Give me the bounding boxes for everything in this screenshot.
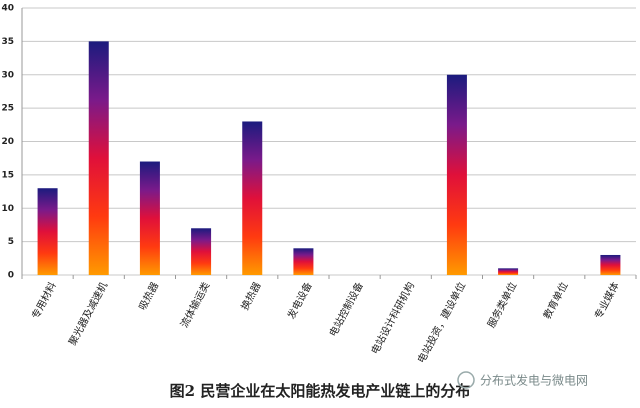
x-tick-label: 专业媒体 — [591, 280, 621, 321]
y-tick-label: 25 — [1, 104, 14, 114]
x-tick-label: 吸热器 — [136, 280, 162, 313]
x-tick-label: 换热器 — [238, 280, 264, 313]
watermark-icon — [457, 371, 475, 389]
bar — [600, 254, 621, 275]
bar — [88, 41, 109, 275]
x-tick-label: 教育单位 — [540, 280, 570, 321]
y-tick-label: 20 — [1, 137, 14, 147]
y-tick-label: 5 — [8, 237, 14, 247]
bar — [191, 228, 212, 275]
x-tick-label: 专用材料 — [29, 280, 59, 321]
x-tick-label: 电站投资，建设单位 — [414, 280, 468, 366]
y-tick-label: 15 — [1, 170, 14, 180]
bar — [37, 188, 58, 275]
watermark: 分布式发电与微电网 — [480, 373, 588, 388]
bar — [139, 161, 160, 275]
bar — [446, 74, 467, 275]
y-tick-label: 40 — [1, 4, 14, 14]
y-tick-label: 30 — [1, 70, 14, 80]
x-tick-label: 流体输运类 — [177, 280, 212, 330]
x-tick-label: 服务类单位 — [484, 280, 519, 330]
bar — [242, 121, 263, 275]
y-tick-label: 0 — [8, 271, 14, 281]
x-tick-label: 电站控制设备 — [326, 280, 366, 339]
y-tick-label: 35 — [1, 37, 14, 47]
x-tick-label: 电站设计科研机构 — [368, 280, 417, 357]
x-tick-label: 聚光器及减速机 — [66, 280, 110, 348]
bar — [498, 268, 519, 275]
y-tick-label: 10 — [1, 204, 14, 214]
x-tick-label: 发电设备 — [284, 280, 314, 321]
bar — [293, 248, 314, 275]
chart-title: 图2 民营企业在太阳能热发电产业链上的分布 — [170, 382, 471, 400]
